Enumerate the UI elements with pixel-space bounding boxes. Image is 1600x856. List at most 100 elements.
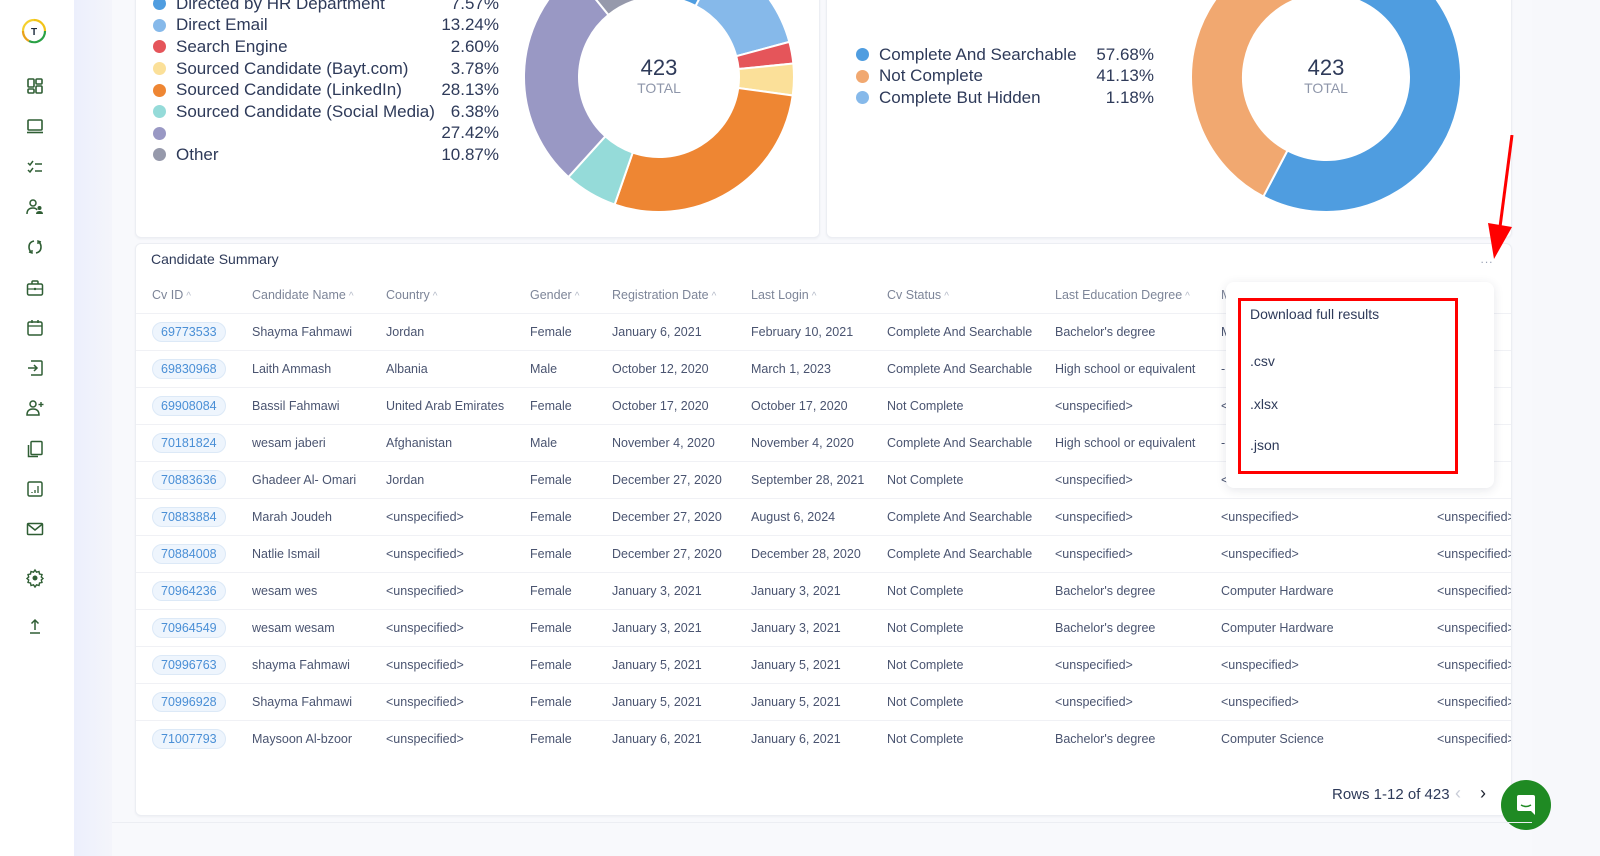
cv-id-link[interactable]: 70884008 — [152, 543, 226, 564]
download-dropdown — [1226, 282, 1494, 488]
cv-id-link[interactable]: 70964549 — [152, 617, 226, 638]
sidebar-item-sync[interactable] — [25, 237, 45, 257]
column-header-cv-status[interactable]: Cv Status ^ — [871, 277, 1039, 314]
sort-caret-icon[interactable]: ^ — [186, 290, 191, 302]
table-row[interactable]: 70964549 wesam wesam <unspecified> Female Ja… — [136, 609, 1511, 647]
column-header-country[interactable]: Country ^ — [370, 277, 514, 314]
column-header-gender[interactable]: Gender ^ — [514, 277, 596, 314]
column-header-last-login[interactable]: Last Login ^ — [735, 277, 871, 314]
cell-cv-status: Complete And Searchable — [871, 424, 1039, 462]
sidebar-item-laptop[interactable] — [25, 116, 45, 136]
next-page-button[interactable]: › — [1480, 783, 1486, 803]
legend-item[interactable]: Sourced Candidate (Bayt.com) 3.78% — [153, 58, 499, 80]
cv-id-link[interactable]: 70181824 — [152, 432, 226, 453]
sidebar-item-calendar[interactable] — [25, 318, 45, 338]
legend-item[interactable]: Sourced Candidate (Social Media) 6.38% — [153, 101, 499, 123]
table-row[interactable]: 70996763 shayma Fahmawi <unspecified> Femal… — [136, 646, 1511, 684]
cv-id-link[interactable]: 70996763 — [152, 654, 226, 675]
legend-label: Not Complete — [879, 66, 983, 86]
app-logo[interactable]: T — [21, 18, 47, 44]
cv-id-link[interactable]: 70883884 — [152, 506, 226, 527]
cv-id-link[interactable]: 70964236 — [152, 580, 226, 601]
sort-caret-icon[interactable]: ^ — [811, 290, 817, 302]
cell-cv-id[interactable]: 70181824 — [136, 424, 236, 462]
cell-cv-id[interactable]: 70996763 — [136, 646, 236, 684]
legend-swatch — [153, 40, 166, 54]
download-xlsx-option[interactable]: .xlsx — [1250, 396, 1278, 412]
sidebar-item-login[interactable] — [25, 358, 45, 378]
cv-id-link[interactable]: 69830968 — [152, 358, 226, 379]
cell-cv-id[interactable]: 70883636 — [136, 461, 236, 499]
sort-caret-icon[interactable]: ^ — [1185, 290, 1190, 302]
cell-cv-id[interactable]: 70884008 — [136, 535, 236, 573]
cell-major: <unspecified> — [1205, 646, 1421, 684]
table-row[interactable]: 70883884 Marah Joudeh <unspecified> Female D… — [136, 498, 1511, 536]
sidebar-item-report[interactable] — [25, 479, 45, 499]
legend-swatch — [153, 148, 166, 162]
legend-item[interactable]: Other 10.87% — [153, 144, 499, 166]
legend-item[interactable]: Sourced Candidate (LinkedIn) 28.13% — [153, 79, 499, 101]
prev-page-button[interactable]: ‹ — [1455, 783, 1461, 803]
legend-item[interactable]: Not Complete 41.13% — [856, 66, 1154, 88]
cell-country: <unspecified> — [370, 572, 514, 610]
sidebar-item-checklist[interactable] — [25, 157, 45, 177]
download-json-option[interactable]: .json — [1250, 437, 1280, 453]
sidebar-item-briefcase[interactable] — [25, 278, 45, 298]
sidebar-item-dashboard[interactable] — [25, 76, 45, 96]
cell-cv-id[interactable]: 70883884 — [136, 498, 236, 536]
legend-item[interactable]: Complete And Searchable 57.68% — [856, 44, 1154, 66]
cell-cv-id[interactable]: 70964236 — [136, 572, 236, 610]
sidebar-item-gear[interactable] — [25, 568, 45, 588]
cv-id-link[interactable]: 69908084 — [152, 395, 226, 416]
legend-item[interactable]: Search Engine 2.60% — [153, 36, 499, 58]
table-row[interactable]: 70884008 Natlie Ismail <unspecified> Female… — [136, 535, 1511, 573]
sort-caret-icon[interactable]: ^ — [574, 290, 580, 302]
legend-item[interactable]: Complete But Hidden 1.18% — [856, 87, 1154, 109]
chat-button[interactable] — [1501, 780, 1551, 830]
cell-cv-id[interactable]: 70996928 — [136, 683, 236, 721]
table-row[interactable]: 71007793 Maysoon Al-bzoor <unspecified> Fem… — [136, 720, 1511, 757]
legend-item[interactable]: Direct Email 13.24% — [153, 15, 499, 37]
download-csv-option[interactable]: .csv — [1250, 353, 1275, 369]
download-menu-title: Download full results — [1250, 306, 1380, 322]
sidebar-item-mail[interactable] — [25, 519, 45, 539]
cell-candidate-name: Natlie Ismail — [236, 535, 370, 573]
donut-slice[interactable] — [1261, 0, 1461, 212]
sidebar-item-add-user[interactable] — [25, 398, 45, 418]
column-header-registration-date[interactable]: Registration Date ^ — [596, 277, 735, 314]
sort-caret-icon[interactable]: ^ — [348, 290, 354, 302]
donut-slice[interactable] — [574, 0, 659, 17]
cv-id-link[interactable]: 71007793 — [152, 728, 226, 749]
column-header-candidate-name[interactable]: Candidate Name ^ — [236, 277, 370, 314]
cell-cv-id[interactable]: 71007793 — [136, 720, 236, 757]
cell-candidate-name: Laith Ammash — [236, 350, 370, 388]
legend-swatch — [153, 18, 166, 32]
donut-slice[interactable] — [613, 86, 794, 212]
login-icon — [28, 360, 43, 376]
donut-slice[interactable] — [524, 0, 610, 179]
sort-caret-icon[interactable]: ^ — [432, 290, 438, 302]
cell-cv-id[interactable]: 69773533 — [136, 313, 236, 351]
cv-id-link[interactable]: 69773533 — [152, 321, 226, 342]
legend-item[interactable]: Directed by HR Department 7.57% — [153, 0, 499, 15]
donut-slice[interactable] — [1191, 0, 1320, 198]
sort-caret-icon[interactable]: ^ — [711, 290, 717, 302]
table-row[interactable]: 70996928 Shayma Fahmawi <unspecified> Femal… — [136, 683, 1511, 721]
cell-cv-id[interactable]: 69830968 — [136, 350, 236, 388]
sidebar-item-users[interactable] — [25, 197, 45, 217]
cell-candidate-name: shayma Fahmawi — [236, 646, 370, 684]
sidebar-item-copy[interactable] — [25, 439, 45, 459]
cv-id-link[interactable]: 70996928 — [152, 691, 226, 712]
donut-slice[interactable] — [659, 0, 721, 8]
cell-last-login: January 3, 2021 — [735, 609, 871, 647]
table-row[interactable]: 70964236 wesam wes <unspecified> Female Janu… — [136, 572, 1511, 610]
cell-cv-id[interactable]: 69908084 — [136, 387, 236, 425]
cv-id-link[interactable]: 70883636 — [152, 469, 226, 490]
sort-caret-icon[interactable]: ^ — [944, 290, 949, 302]
legend-item[interactable]: 27.42% — [153, 123, 499, 145]
sidebar-item-upload[interactable] — [25, 616, 45, 636]
column-header-last-education-degree[interactable]: Last Education Degree ^ — [1039, 277, 1205, 314]
cell-cv-id[interactable]: 70964549 — [136, 609, 236, 647]
more-options-button[interactable]: ... — [1480, 252, 1494, 266]
column-header-cv-id[interactable]: Cv ID ^ — [136, 277, 236, 314]
